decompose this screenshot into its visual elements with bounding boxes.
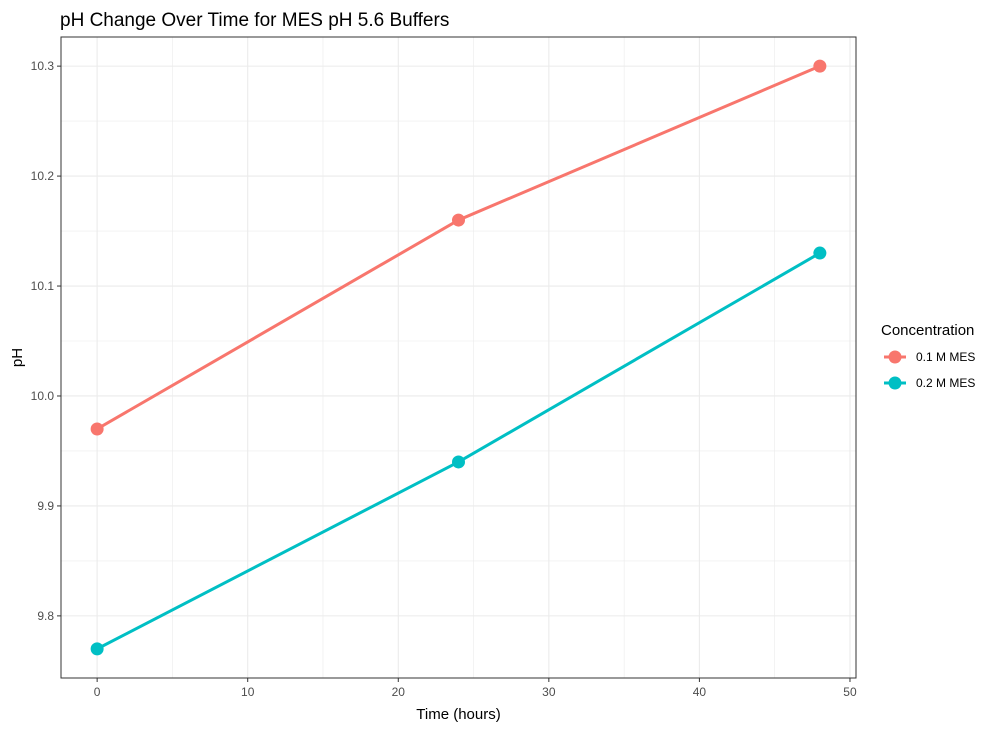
- x-tick-label: 30: [542, 685, 556, 699]
- y-tick-label: 9.9: [37, 499, 54, 513]
- x-axis-title: Time (hours): [416, 706, 500, 723]
- x-tick-label: 10: [241, 685, 255, 699]
- legend-key-point: [888, 376, 902, 390]
- y-tick-label: 9.8: [37, 609, 54, 623]
- x-tick-label: 40: [693, 685, 707, 699]
- y-tick-label: 10.0: [31, 389, 55, 403]
- series-points: [90, 59, 827, 656]
- legend-title: Concentration: [881, 322, 974, 339]
- data-point: [90, 642, 104, 656]
- data-point: [452, 455, 465, 469]
- y-axis: 9.8 9.9 10.0 10.1 10.2 10.3: [31, 59, 61, 623]
- data-point: [813, 59, 827, 73]
- legend-label: 0.2 M MES: [916, 376, 975, 390]
- major-gridlines: [61, 37, 856, 678]
- y-tick-label: 10.1: [31, 279, 55, 293]
- y-tick-label: 10.2: [31, 169, 55, 183]
- data-point: [813, 246, 827, 260]
- x-axis: 0 10 20 30 40 50: [94, 678, 857, 699]
- x-tick-label: 20: [392, 685, 406, 699]
- minor-gridlines: [61, 37, 856, 678]
- data-point: [90, 422, 104, 436]
- legend-key-point: [888, 350, 902, 364]
- y-axis-title: pH: [9, 348, 26, 367]
- x-tick-label: 0: [94, 685, 101, 699]
- y-tick-label: 10.3: [31, 59, 55, 73]
- data-point: [452, 213, 465, 227]
- x-tick-label: 50: [843, 685, 857, 699]
- chart-title: pH Change Over Time for MES pH 5.6 Buffe…: [60, 10, 449, 31]
- legend: Concentration 0.1 M MES 0.2 M MES: [881, 322, 975, 390]
- plot-panel-border: [60, 36, 857, 679]
- legend-label: 0.1 M MES: [916, 350, 975, 364]
